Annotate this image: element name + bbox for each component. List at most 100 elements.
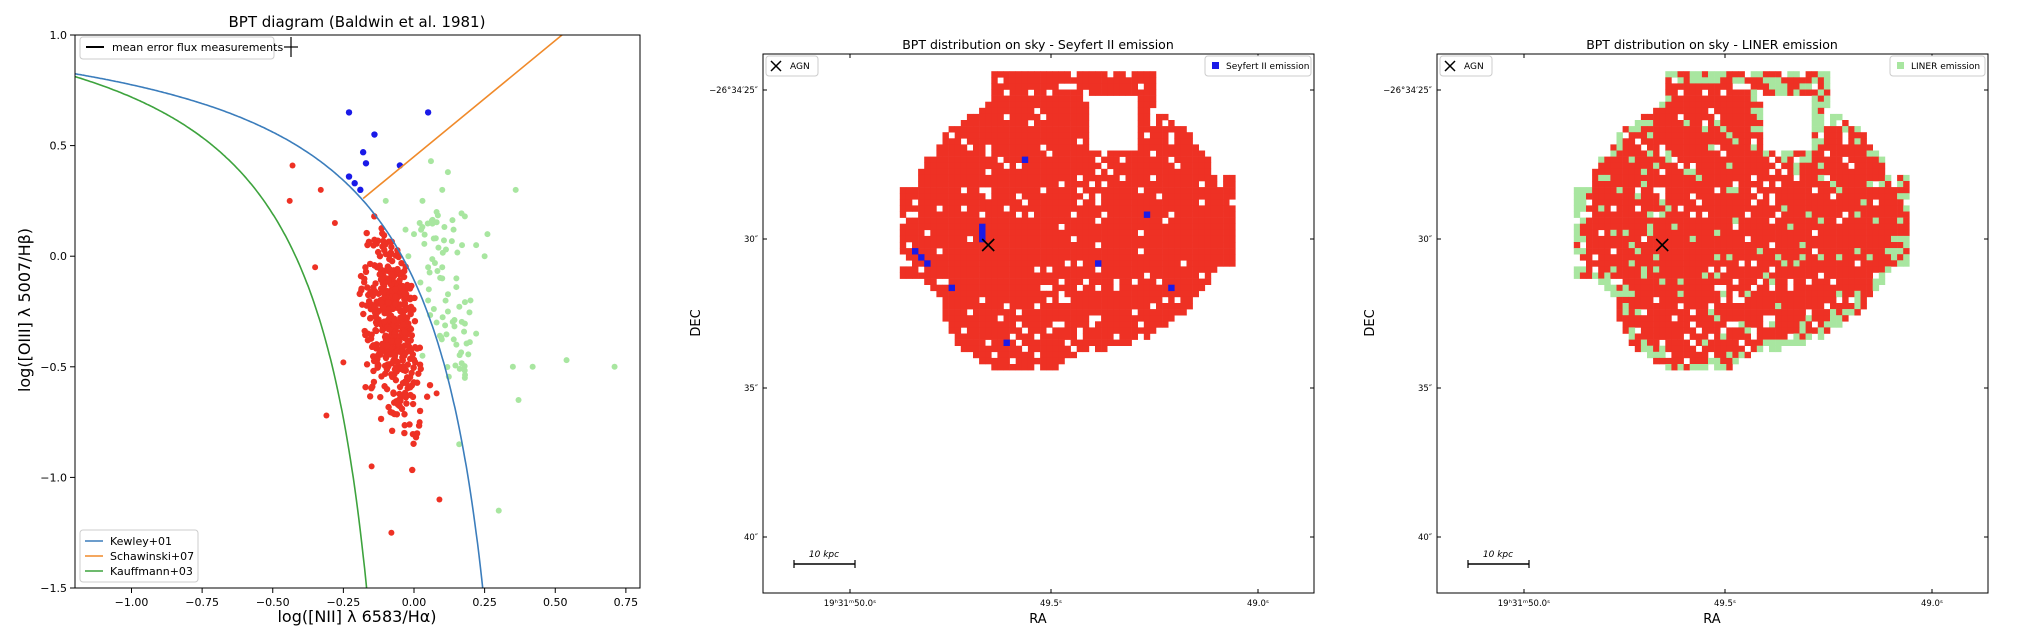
red-pixel [1805,89,1812,96]
red-pixel [1647,303,1654,310]
red-pixel [1701,199,1709,206]
red-pixel [1720,187,1727,194]
red-pixel [997,162,1004,170]
red-pixel [1034,132,1041,139]
red-pixel [1021,351,1029,359]
liner-pixel [1830,113,1837,121]
liner-pixel [1659,345,1666,353]
red-pixel [948,248,955,255]
red-pixel [1683,242,1690,249]
red-pixel [1781,211,1788,218]
red-pixel [1064,309,1071,316]
red-pixel [1088,211,1096,218]
liner-point [433,319,440,326]
red-pixel [1021,187,1029,194]
red-pixel [985,162,992,170]
red-pixel [1677,199,1684,206]
red-pixel [1866,205,1873,212]
red-pixel [1683,266,1690,273]
red-pixel [1738,333,1745,340]
red-pixel [1162,242,1169,249]
red-pixel [1799,89,1806,96]
red-pixel [1229,235,1236,243]
red-pixel [1817,242,1825,249]
red-pixel [1689,272,1697,279]
red-pixel [979,272,986,279]
red-pixel [1714,266,1721,273]
red-pixel [1714,217,1721,224]
red-pixel [1027,132,1035,139]
red-pixel [966,199,974,206]
red-pixel [1695,284,1703,292]
red-pixel [1897,174,1904,182]
red-pixel [1137,266,1145,273]
red-pixel [899,248,907,255]
red-pixel [1137,315,1145,322]
red-pixel [1817,235,1825,243]
red-pixel [1708,120,1715,127]
red-pixel [1095,339,1102,346]
red-pixel [979,126,986,133]
red-pixel [1137,272,1145,279]
red-pixel [936,144,943,151]
red-pixel [1082,181,1090,188]
red-pixel [1708,89,1715,96]
red-pixel [1720,95,1727,102]
red-pixel [1003,309,1010,316]
red-pixel [1701,248,1709,255]
red-pixel [1708,113,1715,121]
red-pixel [1701,242,1709,249]
red-pixel [1058,211,1065,218]
red-pixel [1107,278,1114,285]
sf-point [392,285,399,293]
red-pixel [1015,83,1023,90]
red-pixel [1622,327,1629,334]
red-pixel [1137,113,1145,121]
red-pixel [1034,260,1041,267]
sf-point [380,304,387,311]
liner-pixel [1750,144,1758,151]
red-pixel [1070,223,1077,231]
red-pixel [1799,235,1806,243]
red-pixel [1119,315,1126,322]
red-pixel [1677,193,1684,200]
red-pixel [1003,364,1010,371]
liner-pixel [1830,321,1837,328]
red-pixel [1125,187,1132,194]
red-pixel [973,266,980,273]
red-pixel [1034,174,1041,182]
red-pixel [1634,254,1642,261]
red-pixel [1223,174,1230,182]
liner-point [418,226,425,233]
red-pixel [1217,248,1224,255]
liner-pixel [1701,364,1709,371]
red-pixel [1750,168,1758,176]
red-pixel [1769,187,1776,194]
red-pixel [1034,120,1041,127]
red-pixel [991,174,998,182]
red-pixel [1762,284,1770,292]
red-pixel [930,235,937,243]
red-pixel [1217,217,1224,224]
bpt-xtick-label: −1.00 [115,596,149,609]
red-pixel [1872,235,1880,243]
red-pixel [1586,235,1593,243]
liner-point [449,318,456,325]
red-pixel [1040,351,1047,359]
red-pixel [1095,327,1102,334]
liner-pixel [1897,248,1904,255]
red-pixel [1823,242,1831,249]
red-pixel [1162,162,1169,170]
red-pixel [1113,71,1120,78]
red-pixel [1052,205,1059,212]
red-pixel [1744,174,1751,182]
sf-point [389,305,396,313]
liner-pixel [1726,254,1733,261]
red-pixel [991,223,998,231]
sf-point [370,342,377,349]
red-pixel [1003,132,1010,139]
red-pixel [924,266,931,273]
red-pixel [1137,162,1145,170]
red-pixel [1775,199,1782,206]
red-pixel [1052,248,1059,255]
